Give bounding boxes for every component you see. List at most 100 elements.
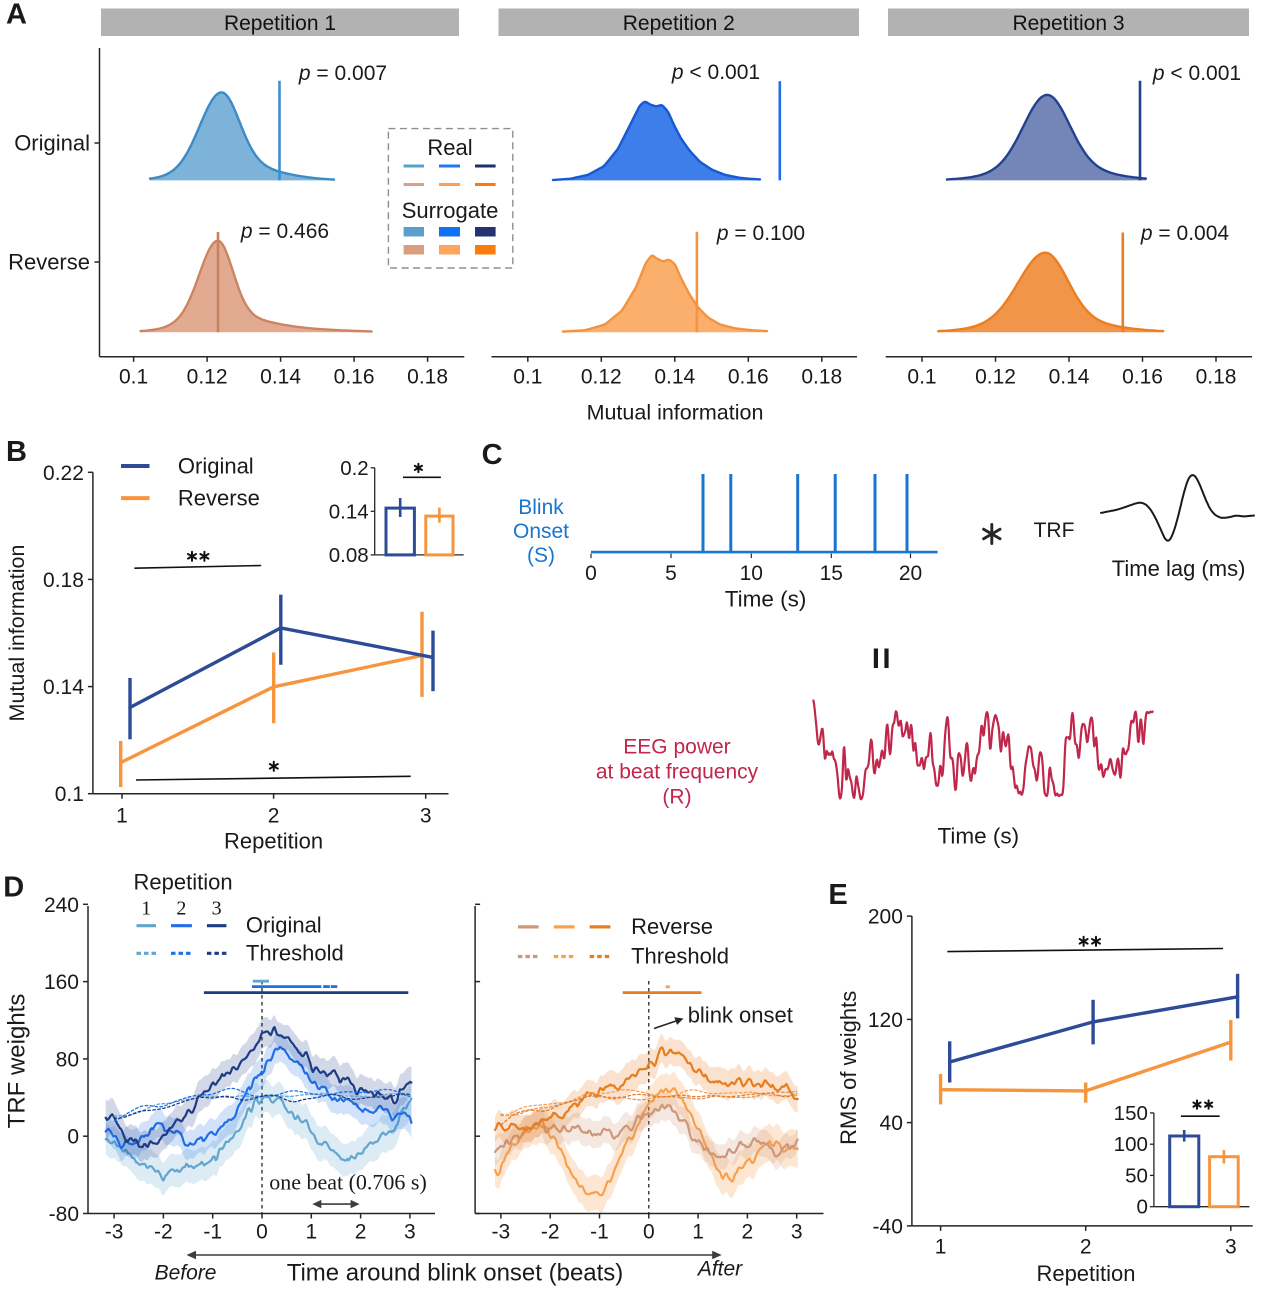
svg-text:Time lag (ms): Time lag (ms) [1112,556,1246,581]
svg-text:3: 3 [212,898,222,920]
svg-text:blink onset: blink onset [688,1002,793,1027]
svg-text:0.18: 0.18 [407,366,448,389]
svg-text:0.16: 0.16 [1122,366,1163,389]
svg-text:Time (s): Time (s) [937,824,1019,849]
svg-text:3: 3 [404,1221,416,1244]
svg-text:2: 2 [742,1221,754,1244]
svg-text:3: 3 [420,805,432,828]
svg-text:-2: -2 [541,1221,560,1244]
svg-text:p = 0.100: p = 0.100 [716,222,805,245]
svg-text:-1: -1 [203,1221,222,1244]
svg-text:Onset: Onset [513,520,569,543]
svg-text:15: 15 [820,562,843,585]
svg-text:Original: Original [246,913,322,938]
svg-text:Repetition: Repetition [1036,1261,1135,1286]
svg-text:-3: -3 [105,1221,124,1244]
svg-text:120: 120 [868,1009,903,1032]
svg-text:0: 0 [67,1126,79,1149]
svg-text:Repetition 2: Repetition 2 [623,12,735,35]
svg-text:Surrogate: Surrogate [402,198,499,223]
svg-text:0.18: 0.18 [43,569,84,592]
svg-text:Real: Real [427,135,472,160]
svg-text:0.14: 0.14 [43,676,84,699]
svg-text:0.12: 0.12 [187,366,228,389]
svg-text:-1: -1 [590,1221,609,1244]
svg-text:Threshold: Threshold [246,940,344,965]
svg-text:160: 160 [44,971,79,994]
svg-text:1: 1 [305,1221,317,1244]
svg-text:1: 1 [692,1221,704,1244]
svg-text:0.16: 0.16 [334,366,375,389]
svg-text:Reverse: Reverse [178,486,260,511]
svg-text:0.12: 0.12 [581,366,622,389]
svg-text:C: C [482,439,503,471]
svg-text:Repetition: Repetition [224,829,323,854]
svg-text:After: After [696,1258,743,1281]
svg-text:1: 1 [935,1235,947,1258]
svg-text:0.08: 0.08 [329,544,369,567]
svg-text:0.1: 0.1 [119,366,148,389]
svg-text:Mutual information: Mutual information [587,400,764,424]
svg-text:TRF: TRF [1034,519,1075,542]
svg-text:Original: Original [14,131,90,156]
svg-text:2: 2 [268,805,280,828]
svg-text:Repetition: Repetition [134,870,233,895]
svg-text:RMS of weights: RMS of weights [836,991,861,1145]
svg-text:0.12: 0.12 [975,366,1016,389]
svg-text:10: 10 [740,562,763,585]
svg-text:0.18: 0.18 [801,366,842,389]
svg-text:0: 0 [585,562,597,585]
svg-text:200: 200 [868,906,903,929]
svg-text:p = 0.007: p = 0.007 [298,62,387,85]
svg-text:(S): (S) [527,544,555,567]
svg-text:-2: -2 [154,1221,173,1244]
svg-text:2: 2 [176,898,186,920]
svg-text:0.14: 0.14 [1049,366,1090,389]
svg-text:-3: -3 [492,1221,511,1244]
svg-text:Before: Before [155,1262,217,1285]
svg-text:3: 3 [791,1221,803,1244]
svg-text:D: D [3,872,24,904]
svg-text:p = 0.466: p = 0.466 [240,220,329,243]
svg-text:p < 0.001: p < 0.001 [1152,62,1241,85]
svg-text:TRF weights: TRF weights [4,994,31,1129]
svg-text:0: 0 [1136,1196,1147,1219]
svg-text:at beat frequency: at beat frequency [596,761,759,784]
svg-text:-80: -80 [49,1203,79,1226]
svg-text:50: 50 [1125,1164,1148,1187]
svg-text:Reverse: Reverse [8,250,90,275]
svg-text:Original: Original [178,454,254,479]
svg-text:(R): (R) [662,786,691,809]
svg-text:80: 80 [56,1048,79,1071]
svg-text:0.22: 0.22 [43,462,84,485]
svg-text:A: A [6,0,27,31]
svg-text:one beat (0.706 s): one beat (0.706 s) [269,1170,427,1195]
svg-text:Repetition 3: Repetition 3 [1012,12,1124,35]
svg-text:Time (s): Time (s) [725,587,807,612]
svg-text:Reverse: Reverse [631,914,713,939]
svg-text:0.14: 0.14 [329,500,369,523]
svg-text:-40: -40 [873,1215,903,1238]
svg-text:B: B [6,436,27,468]
svg-text:EEG power: EEG power [623,736,730,759]
svg-text:0.2: 0.2 [340,457,369,480]
svg-text:0: 0 [256,1221,268,1244]
svg-text:Blink: Blink [518,496,564,519]
svg-text:0.16: 0.16 [728,366,769,389]
svg-text:1: 1 [141,898,151,920]
svg-text:150: 150 [1114,1102,1148,1125]
svg-text:1: 1 [116,805,128,828]
svg-text:0.1: 0.1 [513,366,542,389]
svg-text:100: 100 [1114,1133,1148,1156]
svg-text:Time around blink onset (beats: Time around blink onset (beats) [287,1260,624,1287]
svg-text:Threshold: Threshold [631,944,729,969]
svg-text:0.1: 0.1 [907,366,936,389]
svg-text:0.14: 0.14 [260,366,301,389]
svg-text:p < 0.001: p < 0.001 [671,61,760,84]
svg-text:Repetition 1: Repetition 1 [224,12,336,35]
svg-text:0.18: 0.18 [1196,366,1237,389]
svg-text:0.1: 0.1 [55,783,84,806]
svg-text:20: 20 [899,562,922,585]
svg-text:0: 0 [643,1221,655,1244]
svg-text:0.14: 0.14 [654,366,695,389]
